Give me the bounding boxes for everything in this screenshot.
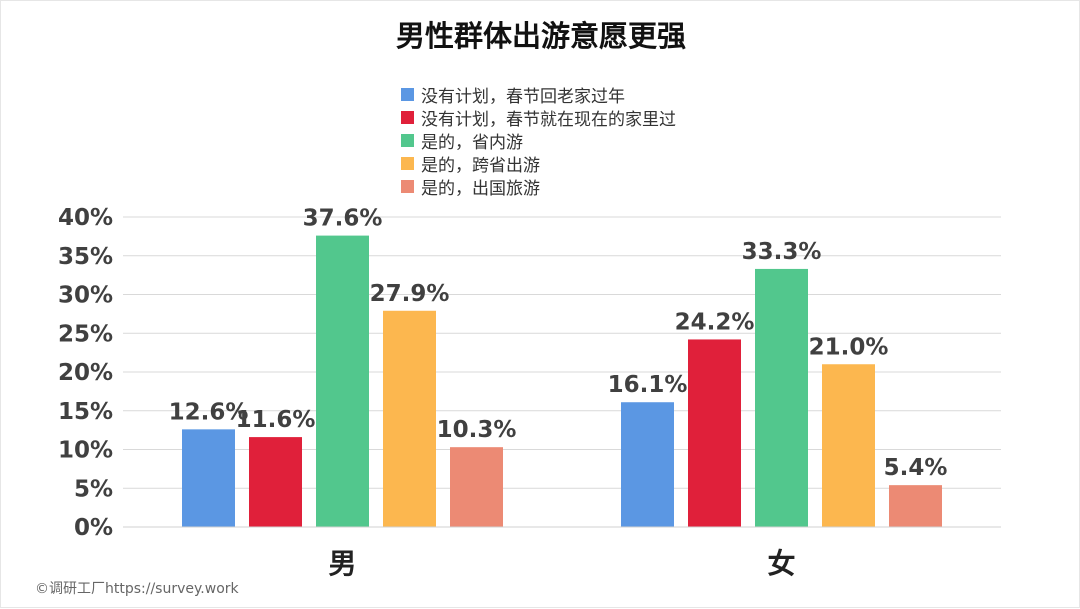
y-tick-label: 15% [58, 399, 113, 425]
y-tick-label: 10% [58, 438, 113, 464]
bar [450, 447, 503, 527]
legend-label: 没有计划，春节就在现在的家里过 [421, 110, 676, 130]
legend: 没有计划，春节回老家过年没有计划，春节就在现在的家里过 是的，省内游 是的，跨省出游… [401, 83, 676, 199]
y-tick-label: 20% [58, 360, 113, 386]
legend-item: 没有计划，春节回老家过年 [401, 83, 676, 107]
legend-label: 是的，跨省出游 [421, 156, 540, 176]
data-label: 37.6% [303, 206, 383, 232]
data-label: 10.3% [437, 417, 517, 443]
copyright-footer: ©调研工厂https://survey.work [35, 581, 239, 597]
data-label: 33.3% [742, 239, 822, 265]
data-label: 16.1% [608, 372, 688, 398]
legend-item: 没有计划，春节就在现在的家里过 [401, 106, 676, 130]
legend-swatch [401, 88, 414, 101]
bar [822, 364, 875, 527]
bar [316, 235, 369, 527]
chart-title: 男性群体出游意愿更强 [395, 19, 686, 53]
data-label: 27.9% [370, 281, 450, 307]
data-label: 24.2% [675, 309, 755, 335]
x-category-label: 女 [767, 547, 795, 580]
bar [621, 402, 674, 527]
legend-item: 是的，省内游 [401, 129, 676, 153]
legend-label: 是的，省内游 [421, 133, 523, 153]
legend-label: 是的，出国旅游 [421, 179, 540, 199]
legend-swatch [401, 134, 414, 147]
y-tick-label: 30% [58, 283, 113, 309]
data-label: 21.0% [809, 334, 889, 360]
legend-item: 是的，出国旅游 [401, 175, 676, 199]
bar [383, 310, 436, 527]
y-tick-label: 40% [58, 205, 113, 231]
legend-label: 没有计划，春节回老家过年 [421, 87, 625, 107]
y-tick-label: 0% [74, 515, 113, 541]
data-label: 11.6% [236, 407, 316, 433]
bar [182, 429, 235, 527]
data-label: 5.4% [884, 455, 948, 481]
y-tick-label: 35% [58, 244, 113, 270]
data-label: 12.6% [169, 399, 249, 425]
bar [249, 437, 302, 527]
y-tick-label: 5% [74, 476, 113, 502]
legend-item: 是的，跨省出游 [401, 152, 676, 176]
bar [889, 485, 942, 527]
legend-swatch [401, 111, 414, 124]
y-tick-label: 25% [58, 321, 113, 347]
bar [755, 268, 808, 527]
legend-swatch [401, 180, 414, 193]
x-category-label: 男 [328, 547, 356, 580]
bar [688, 339, 741, 527]
legend-swatch [401, 157, 414, 170]
